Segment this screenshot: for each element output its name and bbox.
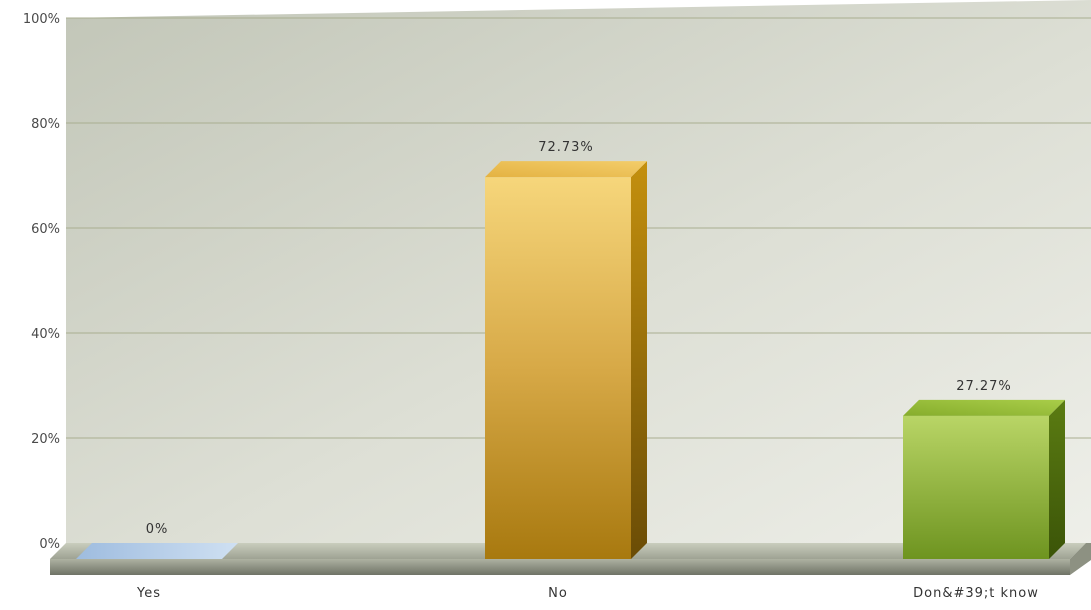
- bar-front-face: [903, 415, 1049, 559]
- y-tick-label: 100%: [23, 12, 60, 27]
- bar-top-face: [903, 399, 1065, 416]
- data-label-yes: 0%: [146, 522, 169, 537]
- bars: [76, 161, 1065, 560]
- y-tick-label: 20%: [31, 432, 60, 447]
- bar-yes: [76, 543, 238, 559]
- y-tick-label: 40%: [31, 327, 60, 342]
- y-axis: 0% 20% 40% 60% 80% 100%: [23, 12, 60, 552]
- y-tick-label: 60%: [31, 222, 60, 237]
- x-tick-label-yes: Yes: [136, 586, 161, 601]
- bar-zero-face: [76, 543, 238, 559]
- data-label-no: 72.73%: [538, 140, 594, 155]
- y-tick-label: 80%: [31, 117, 60, 132]
- bar-no: [485, 161, 647, 560]
- x-axis: Yes No Don&#39;t know: [136, 586, 1039, 601]
- bar-side-face: [1049, 399, 1065, 559]
- bar-top-face: [485, 161, 647, 178]
- data-label-don-39-t-know: 27.27%: [956, 379, 1012, 394]
- data-labels: 0% 72.73% 27.27%: [146, 140, 1012, 537]
- bar-front-face: [485, 177, 631, 560]
- x-tick-label-no: No: [548, 586, 568, 601]
- bar-don-39-t-know: [903, 399, 1065, 559]
- bar-side-face: [631, 161, 647, 560]
- chart-floor-side: [1070, 543, 1091, 575]
- x-tick-label-don-39-t-know: Don&#39;t know: [913, 586, 1039, 601]
- chart-floor-front: [50, 559, 1070, 575]
- y-tick-label: 0%: [39, 537, 60, 552]
